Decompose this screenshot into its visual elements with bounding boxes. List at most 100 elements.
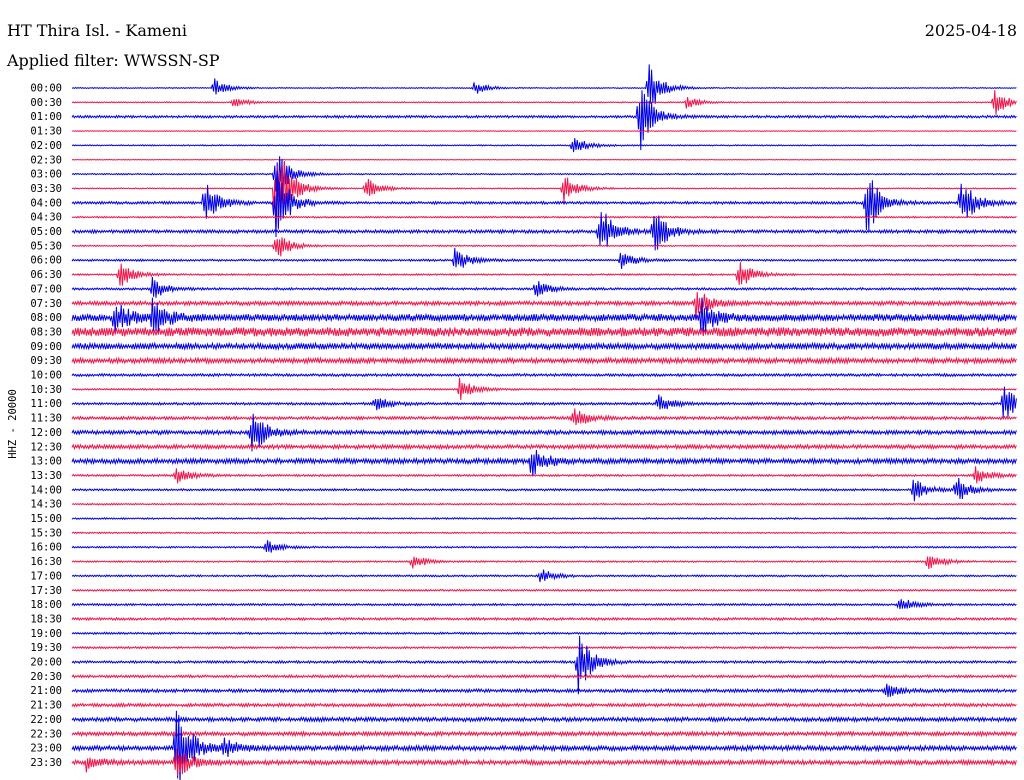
time-tick-label: 06:30 (30, 269, 62, 281)
trace-2000 (71, 635, 1017, 695)
date-label: 2025-04-18 (925, 21, 1017, 40)
time-tick-label: 13:00 (30, 456, 62, 468)
trace-2300 (71, 710, 1017, 780)
time-tick-label: 19:30 (30, 642, 62, 654)
time-tick-label: 07:00 (30, 283, 62, 295)
trace-0700 (71, 276, 1017, 298)
time-tick-label: 15:00 (30, 513, 62, 525)
time-tick-label: 03:30 (30, 183, 62, 195)
trace-0100 (71, 90, 1017, 151)
filter-label: Applied filter: WWSSN-SP (6, 51, 220, 70)
trace-1900 (71, 631, 1017, 636)
time-tick-label: 11:00 (30, 398, 62, 410)
trace-group: 00:00 00:30 01:00 01:30 02:00 02:30 03:00 03:30… (30, 64, 1017, 780)
time-tick-label: 19:00 (30, 628, 62, 640)
trace-1100 (71, 386, 1017, 418)
trace-1030 (71, 377, 1017, 401)
trace-0730 (71, 291, 1017, 321)
time-tick-label: 15:30 (30, 527, 62, 539)
time-tick-label: 02:00 (30, 140, 62, 152)
trace-1630 (71, 556, 1017, 570)
time-tick-label: 08:00 (30, 312, 62, 324)
trace-2200 (71, 715, 1017, 724)
trace-1600 (71, 540, 1017, 553)
time-tick-label: 22:30 (30, 728, 62, 740)
time-tick-label: 07:30 (30, 298, 62, 310)
trace-1000 (71, 372, 1017, 378)
time-tick-label: 22:00 (30, 714, 62, 726)
trace-2030 (71, 673, 1017, 679)
time-tick-label: 01:00 (30, 111, 62, 123)
trace-0600 (71, 247, 1017, 270)
time-tick-label: 20:30 (30, 671, 62, 683)
trace-0200 (71, 138, 1017, 153)
trace-0900 (71, 341, 1017, 352)
trace-1330 (71, 466, 1017, 484)
time-tick-label: 13:30 (30, 470, 62, 482)
trace-2230 (71, 730, 1017, 738)
trace-1500 (71, 516, 1017, 521)
trace-2100 (71, 683, 1017, 698)
trace-0430 (71, 215, 1017, 219)
time-tick-label: 14:30 (30, 499, 62, 511)
trace-0030 (71, 89, 1017, 115)
time-tick-label: 23:30 (30, 757, 62, 769)
time-tick-label: 04:30 (30, 212, 62, 224)
trace-0000 (71, 64, 1017, 104)
time-tick-label: 10:30 (30, 384, 62, 396)
trace-0630 (71, 262, 1017, 286)
time-tick-label: 05:30 (30, 240, 62, 252)
time-tick-label: 17:30 (30, 585, 62, 597)
time-tick-label: 05:00 (30, 226, 62, 238)
trace-1930 (71, 645, 1017, 650)
time-tick-label: 14:00 (30, 484, 62, 496)
trace-0400 (71, 171, 1017, 238)
time-tick-label: 03:00 (30, 169, 62, 181)
time-tick-label: 23:00 (30, 743, 62, 755)
trace-0300 (71, 156, 1017, 197)
trace-1130 (71, 408, 1017, 426)
trace-1200 (71, 413, 1017, 452)
trace-0230 (71, 158, 1017, 161)
time-tick-label: 18:00 (30, 599, 62, 611)
trace-2330 (71, 748, 1017, 777)
trace-0830 (71, 327, 1017, 337)
time-tick-label: 09:00 (30, 341, 62, 353)
trace-0330 (71, 161, 1017, 231)
time-tick-label: 04:00 (30, 197, 62, 209)
time-tick-label: 12:00 (30, 427, 62, 439)
time-tick-label: 16:00 (30, 542, 62, 554)
channel-axis-label: HHZ - 20000 (7, 389, 19, 459)
time-tick-label: 00:00 (30, 83, 62, 95)
time-tick-label: 01:30 (30, 126, 62, 138)
trace-1800 (71, 599, 1017, 610)
trace-0800 (71, 297, 1017, 336)
trace-0530 (71, 237, 1017, 257)
time-tick-label: 09:30 (30, 355, 62, 367)
time-tick-label: 02:30 (30, 154, 62, 166)
time-tick-label: 21:00 (30, 685, 62, 697)
time-tick-label: 20:00 (30, 657, 62, 669)
trace-1730 (71, 588, 1017, 592)
time-tick-label: 16:30 (30, 556, 62, 568)
trace-0500 (71, 212, 1017, 251)
time-tick-label: 10:00 (30, 370, 62, 382)
time-tick-label: 06:00 (30, 255, 62, 267)
trace-1300 (71, 449, 1017, 477)
time-tick-label: 17:00 (30, 570, 62, 582)
trace-1700 (71, 569, 1017, 583)
time-tick-label: 00:30 (30, 97, 62, 109)
time-tick-label: 12:30 (30, 441, 62, 453)
trace-1430 (71, 502, 1017, 506)
trace-2130 (71, 702, 1017, 708)
trace-1230 (71, 443, 1017, 451)
time-tick-label: 18:30 (30, 613, 62, 625)
trace-1830 (71, 616, 1017, 622)
trace-1530 (71, 531, 1017, 535)
time-tick-label: 08:30 (30, 326, 62, 338)
trace-1400 (71, 477, 1017, 502)
station-title: HT Thira Isl. - Kameni (7, 21, 187, 40)
time-tick-label: 11:30 (30, 413, 62, 425)
trace-0130 (71, 130, 1017, 132)
